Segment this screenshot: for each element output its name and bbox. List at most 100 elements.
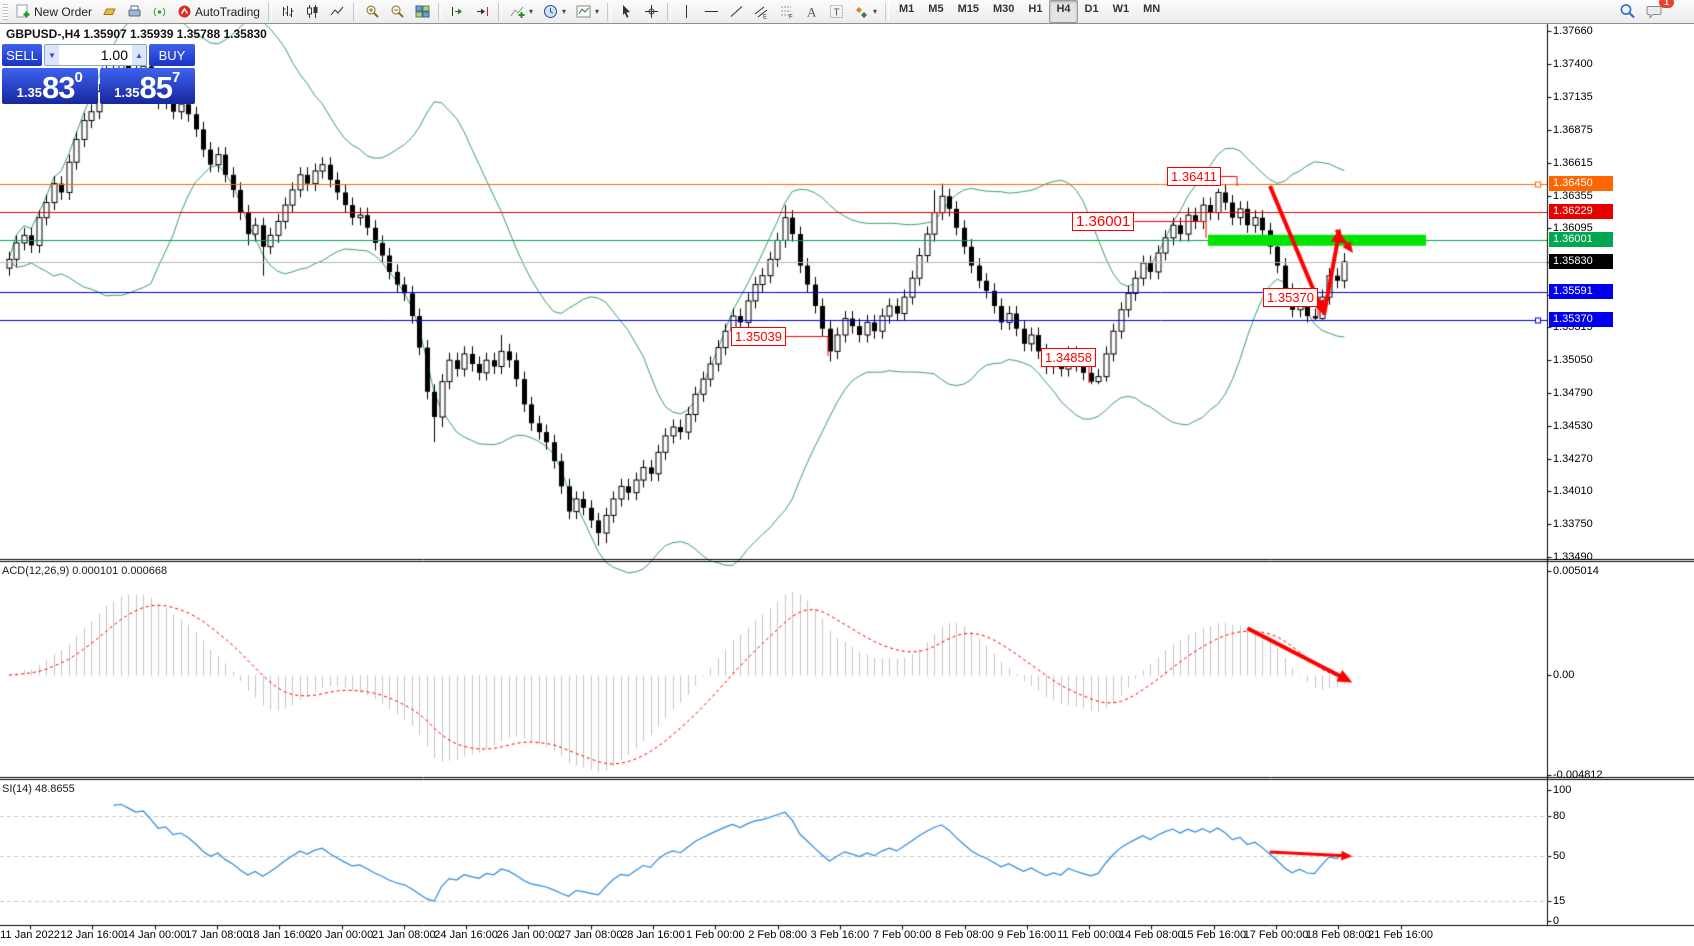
chart-shift-button[interactable] [470,0,495,23]
date-tick-label: 27 Jan 08:00 [558,929,623,941]
volume-decrease-button[interactable]: ▼ [45,45,59,65]
notifications-button[interactable]: 1 [1641,0,1674,23]
signals-button[interactable] [147,0,172,23]
zoom-in-button[interactable] [360,0,385,23]
price-tick-label: 1.36355 [1553,189,1593,202]
price-tick-label: 1.34790 [1553,387,1593,400]
notification-badge: 1 [1659,0,1674,8]
volume-increase-button[interactable]: ▲ [132,45,146,65]
price-tick-label: 1.37400 [1553,57,1593,70]
date-tick-label: 12 Jan 16:00 [60,929,125,941]
sell-price-sup: 0 [74,69,83,86]
bar-chart-button[interactable] [275,0,300,23]
new-order-button[interactable]: New Order [11,0,97,23]
toolbar-separator [497,2,502,21]
cursor-button[interactable] [614,0,639,23]
timeframe-m15-button[interactable]: M15 [957,3,979,15]
date-tick-label: 18 Feb 08:00 [1305,929,1371,941]
price-tick-label: 1.36615 [1553,156,1593,169]
timeframe-m5-button[interactable]: M5 [928,3,944,15]
sell-price[interactable]: 1.35 83 0 [2,68,98,104]
signal-icon [152,4,167,19]
channel-icon: E [754,4,769,19]
template-icon [576,4,591,19]
price-badge: 1.35370 [1549,311,1613,327]
search-button[interactable] [1614,0,1641,23]
line-chart-button[interactable] [325,0,350,23]
date-tick-label: 21 Feb 16:00 [1368,929,1434,941]
candlestick-chart-button[interactable] [300,0,325,23]
bars-icon [280,4,295,19]
buy-price-small: 1.35 [114,85,140,100]
date-tick-label: 7 Feb 00:00 [872,929,932,941]
timeframe-h4-button[interactable]: H4 [1049,0,1078,23]
price-tick-label: 1.33490 [1553,551,1593,563]
price-callout: 1.35039 [731,327,786,346]
chevron-down-icon: ▾ [594,7,599,16]
buy-button[interactable]: BUY [149,44,195,66]
date-tick-label: 14 Jan 00:00 [122,929,187,941]
price-tick-label: 1.34010 [1553,485,1593,498]
zoom-out-button[interactable] [385,0,410,23]
date-tick-label: 14 Feb 08:00 [1118,929,1184,941]
text-label-button[interactable]: T [824,0,849,23]
date-tick-label: 3 Feb 16:00 [810,929,870,941]
tile-icon [415,4,430,19]
text-button[interactable]: A [799,0,824,23]
autotrading-button[interactable]: AutoTrading [172,0,265,23]
date-tick-label: 11 Feb 00:00 [1057,929,1122,941]
date-tick-label: 21 Jan 08:00 [371,929,436,941]
timeframe-mn-button[interactable]: MN [1143,3,1161,15]
buy-price[interactable]: 1.35 85 7 [99,68,195,105]
cursor-icon [619,4,634,19]
trendline-button[interactable] [724,0,749,23]
periods-button[interactable]: ▾ [538,0,571,23]
print-preview-button[interactable] [122,0,147,23]
autotrading-button-label: AutoTrading [195,4,260,19]
buy-price-big: 85 [139,70,172,105]
price-tick-label: 1.35050 [1553,354,1593,367]
macd-tick-label: -0.004812 [1553,768,1603,781]
date-tick-label: 17 Jan 08:00 [185,929,249,941]
sell-button[interactable]: SELL [2,44,42,66]
rsi-tick-label: 80 [1553,810,1566,823]
macd-label: ACD(12,26,9) 0.000101 0.000668 [2,565,168,577]
price-callout: 1.36001 [1072,212,1135,231]
price-callout: 1.34858 [1041,348,1096,367]
timeframe-h1-button[interactable]: H1 [1028,3,1043,15]
timeframe-m1-button[interactable]: M1 [899,3,915,15]
price-badge: 1.36450 [1549,175,1613,191]
timeframe-d1-button[interactable]: D1 [1084,3,1099,15]
crosshair-button[interactable] [639,0,664,23]
channel-button[interactable]: E [749,0,774,23]
svg-text:F: F [789,15,793,20]
arrows-button[interactable]: ▾ [849,0,882,23]
date-tick-label: 9 Feb 16:00 [997,929,1057,941]
timeframe-w1-button[interactable]: W1 [1112,3,1130,15]
indicators-button[interactable]: ▾ [505,0,538,23]
printer-icon [127,4,142,19]
templates-button[interactable]: ▾ [571,0,604,23]
horizontal-line-button[interactable] [699,0,724,23]
history-center-button[interactable] [97,0,122,23]
chartshift-icon [475,4,490,19]
trendline-icon [729,4,744,19]
price-tick-label: 1.34530 [1553,419,1593,432]
zoom-out-icon [390,4,405,19]
new-order-icon [16,4,31,19]
tile-windows-button[interactable] [410,0,435,23]
timeframe-m30-button[interactable]: M30 [992,3,1015,15]
chevron-down-icon: ▾ [561,7,566,16]
auto-scroll-button[interactable] [445,0,470,23]
date-tick-label: 11 Jan 2022 [0,929,60,941]
chevron-down-icon: ▾ [873,7,878,16]
date-tick-label: 17 Feb 00:00 [1243,929,1309,941]
vertical-line-button[interactable] [674,0,699,23]
chevron-down-icon: ▾ [528,7,533,16]
price-badge: 1.36001 [1549,232,1613,248]
volume-input[interactable] [59,45,132,65]
fibonacci-button[interactable]: F [774,0,799,23]
indicators-icon [510,4,525,19]
